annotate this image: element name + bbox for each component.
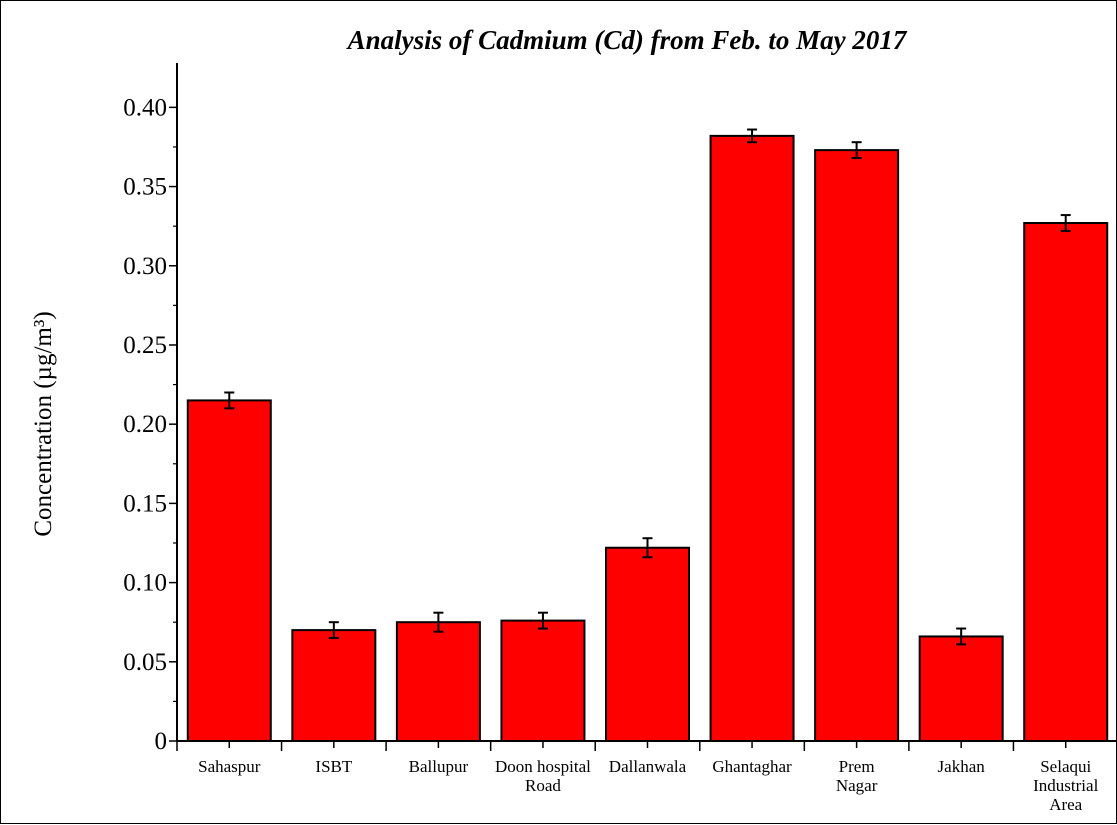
bar	[291, 629, 377, 742]
bar	[1023, 221, 1109, 743]
y-tick-label: 0.05	[123, 649, 167, 676]
bar	[186, 399, 272, 742]
x-category-label: Prem	[839, 757, 875, 776]
chart-title: Analysis of Cadmium (Cd) from Feb. to Ma…	[346, 25, 908, 55]
x-category-label: Ballupur	[409, 757, 469, 776]
plot-area: 0 0.05 0.10 0.15 0.20 0.25 0.30 0.35 0.40 Sahaspu…	[123, 63, 1117, 814]
bar	[605, 546, 690, 743]
x-category-label: Road	[525, 776, 561, 795]
bar	[709, 134, 795, 743]
bar	[500, 619, 586, 743]
y-tick-label: 0.35	[123, 174, 167, 201]
x-category-label: Doon hospital	[495, 757, 591, 776]
bar	[918, 635, 1004, 743]
x-category-label: Selaqui	[1040, 757, 1091, 776]
y-tick-label: 0.40	[123, 94, 167, 121]
y-tick-label: 0.10	[123, 570, 167, 597]
bar	[395, 621, 481, 742]
bar	[814, 149, 900, 743]
x-category-label: Area	[1049, 795, 1082, 814]
x-category-label: Nagar	[836, 776, 878, 795]
x-category-label: Ghantaghar	[712, 757, 792, 776]
x-category-label: ISBT	[315, 757, 352, 776]
x-category-label: Jakhan	[938, 757, 986, 776]
y-axis-label: Concentration (µg/m³)	[30, 311, 57, 536]
x-category-label: Industrial	[1033, 776, 1098, 795]
y-tick-label: 0.25	[123, 332, 167, 359]
y-tick-label: 0.15	[123, 490, 167, 517]
y-tick-label: 0	[155, 728, 168, 755]
x-category-label: Dallanwala	[609, 757, 687, 776]
y-tick-label: 0.20	[123, 411, 167, 438]
y-tick-label: 0.30	[123, 253, 167, 280]
x-category-label: Sahaspur	[198, 757, 261, 776]
